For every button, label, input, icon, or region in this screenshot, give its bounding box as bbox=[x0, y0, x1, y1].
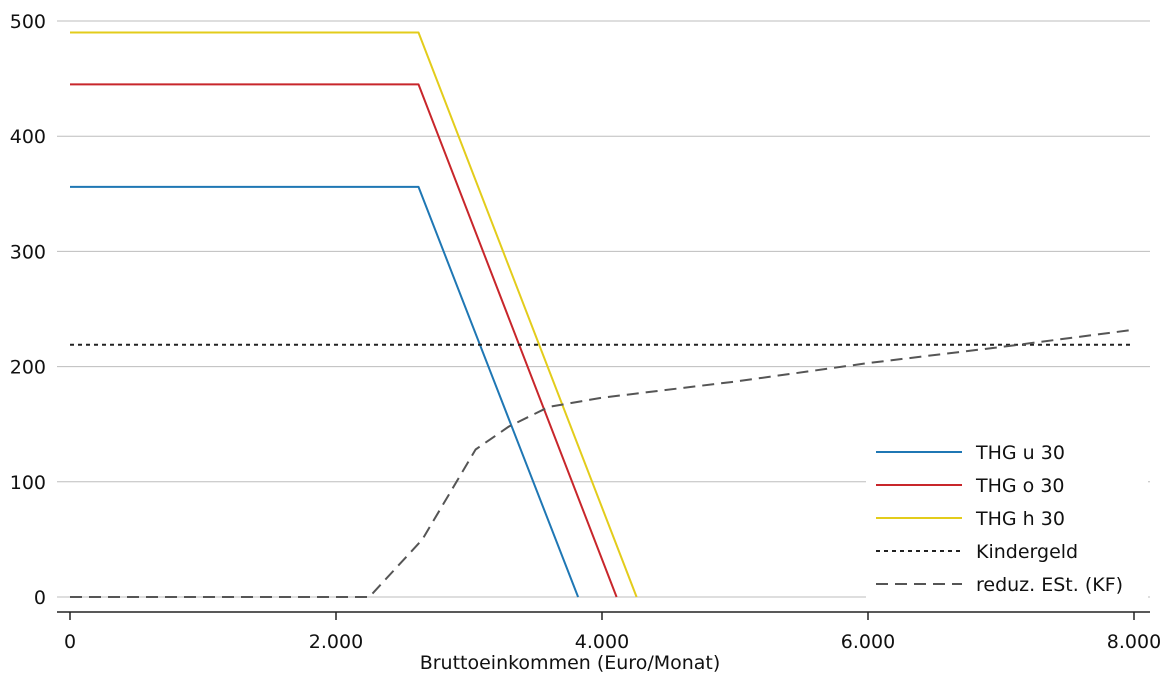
x-tick-label: 4.000 bbox=[575, 631, 629, 653]
series-line bbox=[70, 83, 618, 598]
legend: THG u 30 THG o 30 THG h 30 Kindergeld reduz.… bbox=[876, 442, 1123, 596]
series-line bbox=[70, 328, 1135, 598]
x-tick-label: 6.000 bbox=[841, 631, 895, 653]
x-tick-label: 0 bbox=[64, 631, 76, 653]
legend-label: Kindergeld bbox=[976, 541, 1078, 563]
legend-label: THG o 30 bbox=[975, 475, 1065, 497]
y-tick-label: 300 bbox=[10, 241, 46, 263]
legend-label: THG h 30 bbox=[975, 508, 1065, 530]
x-tick-label: 8.000 bbox=[1107, 631, 1161, 653]
x-axis-title: Bruttoeinkommen (Euro/Monat) bbox=[420, 652, 721, 673]
x-tick-label: 2.000 bbox=[309, 631, 363, 653]
series-lines bbox=[70, 31, 1135, 598]
y-tick-label: 500 bbox=[10, 11, 46, 33]
legend-label: reduz. ESt. (KF) bbox=[976, 574, 1123, 596]
legend-label: THG u 30 bbox=[975, 442, 1065, 464]
series-line bbox=[70, 31, 638, 598]
y-tick-label: 200 bbox=[10, 357, 46, 379]
axes: 0 100 200 300 400 500 0 2.000 4.000 6.000 8.000 bbox=[10, 11, 1161, 653]
y-tick-label: 0 bbox=[34, 587, 46, 609]
y-tick-label: 100 bbox=[10, 472, 46, 494]
y-tick-label: 400 bbox=[10, 126, 46, 148]
series-line bbox=[70, 185, 580, 598]
